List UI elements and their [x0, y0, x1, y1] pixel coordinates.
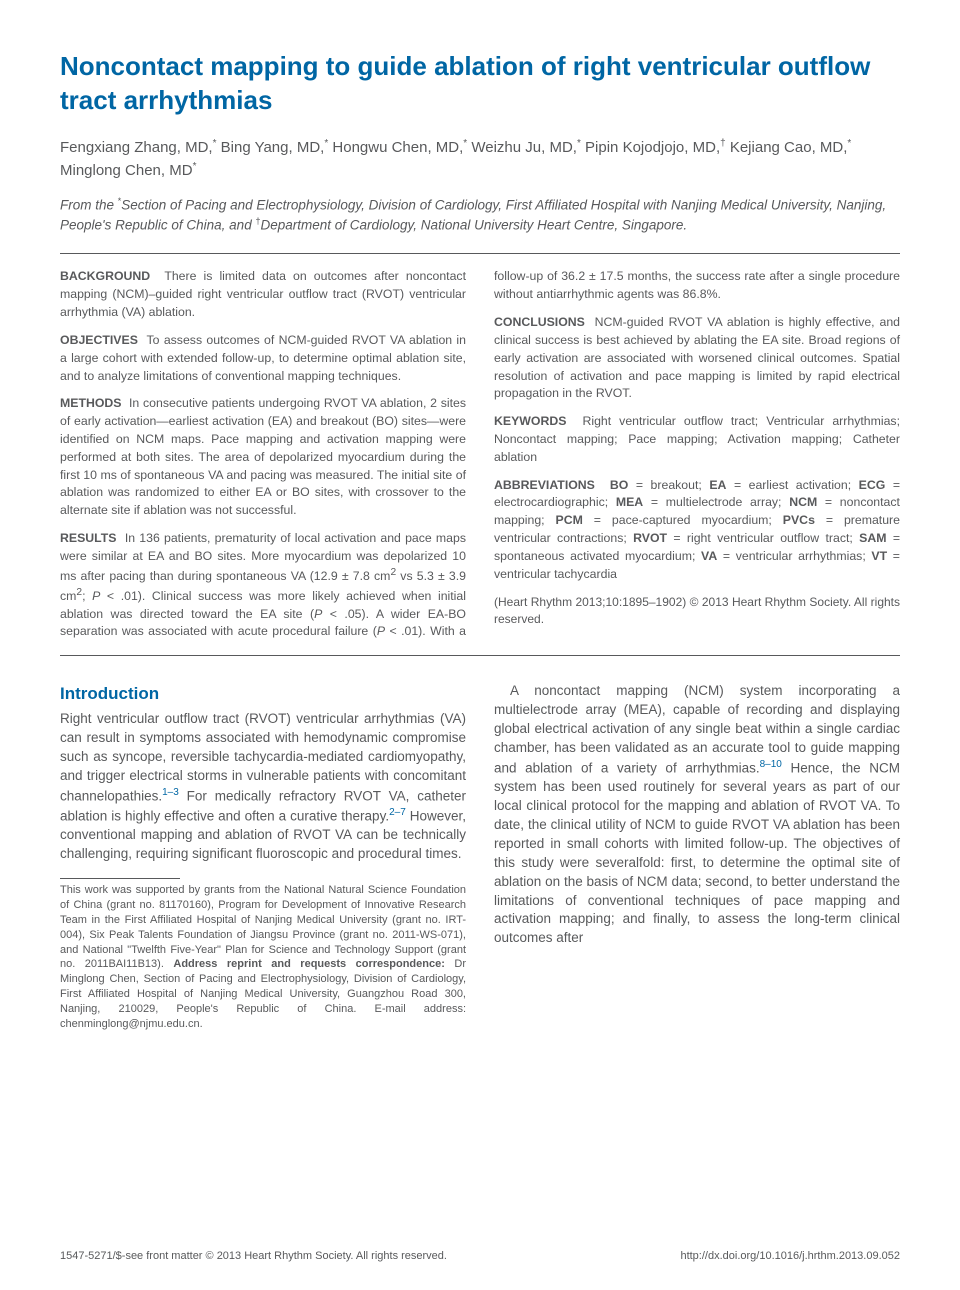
affiliation-block: From the *Section of Pacing and Electrop… — [60, 195, 900, 236]
abstract-objectives: OBJECTIVES To assess outcomes of NCM-gui… — [60, 332, 466, 385]
keywords-label: KEYWORDS — [494, 414, 566, 428]
results-label: RESULTS — [60, 531, 116, 545]
background-label: BACKGROUND — [60, 269, 150, 283]
article-title: Noncontact mapping to guide ablation of … — [60, 50, 900, 118]
abstract-container: BACKGROUND There is limited data on outc… — [60, 254, 900, 655]
conclusions-label: CONCLUSIONS — [494, 315, 585, 329]
abstract-background: BACKGROUND There is limited data on outc… — [60, 268, 466, 321]
footer-left: 1547-5271/$-see front matter © 2013 Hear… — [60, 1250, 447, 1262]
intro-paragraph-2: A noncontact mapping (NCM) system incorp… — [494, 682, 900, 948]
body-columns: Introduction Right ventricular outflow t… — [60, 682, 900, 1031]
methods-text: In consecutive patients undergoing RVOT … — [60, 396, 466, 517]
abstract-keywords: KEYWORDS Right ventricular outflow tract… — [494, 413, 900, 466]
abbrev-label: ABBREVIATIONS — [494, 478, 595, 492]
footnote-rule — [60, 878, 180, 879]
rule-bottom — [60, 655, 900, 656]
section-heading-introduction: Introduction — [60, 682, 466, 706]
abbrev-text: BO = breakout; EA = earliest activation;… — [494, 478, 900, 581]
page-footer: 1547-5271/$-see front matter © 2013 Hear… — [60, 1250, 900, 1262]
objectives-label: OBJECTIVES — [60, 333, 138, 347]
abstract-conclusions: CONCLUSIONS NCM-guided RVOT VA ablation … — [494, 314, 900, 403]
intro-paragraph-1: Right ventricular outflow tract (RVOT) v… — [60, 710, 466, 864]
funding-footnote: This work was supported by grants from t… — [60, 883, 466, 1031]
author-list: Fengxiang Zhang, MD,* Bing Yang, MD,* Ho… — [60, 136, 900, 183]
journal-citation: (Heart Rhythm 2013;10:1895–1902) © 2013 … — [494, 594, 900, 629]
abstract-abbreviations: ABBREVIATIONS BO = breakout; EA = earlie… — [494, 477, 900, 584]
footer-right: http://dx.doi.org/10.1016/j.hrthm.2013.0… — [680, 1250, 900, 1262]
abstract-methods: METHODS In consecutive patients undergoi… — [60, 395, 466, 520]
methods-label: METHODS — [60, 396, 122, 410]
